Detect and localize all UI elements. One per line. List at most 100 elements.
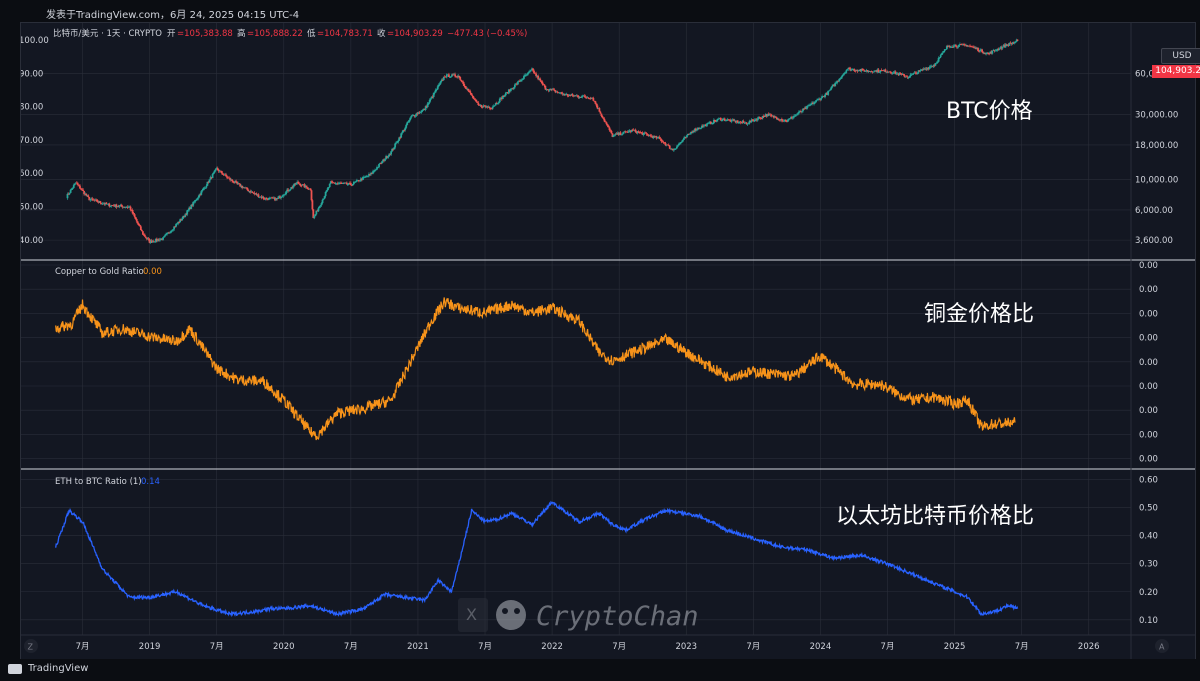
btc-candle (847, 68, 850, 70)
btc-candle (620, 134, 623, 136)
btc-candle (927, 67, 930, 69)
btc-candle (589, 98, 592, 100)
btc-candle (379, 163, 381, 165)
btc-candle (275, 198, 277, 201)
btc-candle (650, 135, 653, 137)
btc-candle (873, 70, 876, 72)
btc-candle (801, 111, 803, 112)
btc-candle (365, 176, 367, 177)
btc-candle (770, 115, 773, 117)
btc-candle (114, 204, 117, 207)
btc-candle (427, 102, 430, 104)
btc-candle (814, 101, 816, 103)
btc-candle (435, 89, 438, 91)
btc-candle (445, 74, 448, 77)
btc-candle (292, 186, 295, 188)
btc-candle (84, 193, 87, 195)
btc-candle (855, 70, 858, 71)
btc-candle (231, 179, 234, 182)
btc-candle (859, 69, 862, 72)
btc-candle (661, 141, 664, 143)
chart-canvas[interactable]: 7月 2019 7月 2020 7月 2021 7月 2022 7月 2023 7月 2024 7月 20… (21, 23, 1195, 660)
btc-candle (760, 118, 763, 119)
btc-candle (498, 98, 501, 103)
btc-candle (90, 198, 93, 200)
btc-candle (236, 181, 239, 184)
auto-scale-button[interactable] (1155, 639, 1169, 653)
btc-candle (170, 230, 172, 233)
btc-candle (538, 78, 541, 80)
btc-candle (726, 119, 729, 121)
btc-candle (630, 129, 633, 132)
btc-candle (989, 51, 992, 54)
panda-avatar-icon (496, 600, 526, 630)
btc-candle (969, 45, 971, 47)
btc-candle (532, 68, 534, 71)
btc-candle (91, 198, 94, 200)
btc-candle (890, 72, 893, 74)
btc-candle (783, 119, 786, 121)
btc-candle (652, 135, 655, 138)
btc-candle (488, 106, 491, 109)
legend-symbol[interactable]: 比特币/美元 · 1天 · CRYPTO (53, 28, 162, 39)
btc-candle (871, 71, 874, 73)
btc-candle (704, 124, 707, 127)
btc-candle (841, 75, 844, 77)
btc-candle (624, 131, 627, 133)
btc-candle (746, 123, 749, 125)
btc-candle (748, 120, 751, 124)
btc-candle (649, 135, 652, 137)
btc-candle (994, 50, 997, 52)
btc-candle (212, 172, 215, 175)
btc-candle (664, 143, 667, 146)
copper-series-label[interactable]: Copper to Gold Ratio (55, 267, 144, 277)
chart-frame[interactable]: 7月 2019 7月 2020 7月 2021 7月 2022 7月 2023 7月 2024 7月 20… (20, 22, 1200, 661)
btc-price-tick: 10,000.00 (1135, 176, 1178, 186)
btc-candle (493, 105, 496, 107)
eth-tick: 0.60 (1139, 476, 1158, 486)
btc-candle (432, 92, 435, 97)
btc-candle (831, 86, 834, 88)
btc-candle (968, 45, 970, 47)
btc-candle (898, 73, 901, 76)
btc-candle (752, 120, 755, 122)
btc-candle (571, 94, 574, 96)
btc-candle (448, 74, 450, 78)
btc-candle (159, 239, 161, 241)
btc-candle (696, 129, 698, 131)
btc-candle (575, 95, 578, 97)
btc-candle (110, 205, 113, 206)
btc-candle (955, 45, 957, 47)
btc-candle (764, 114, 767, 117)
btc-candle (72, 185, 75, 188)
btc-candle (341, 183, 344, 185)
btc-candle (534, 73, 536, 75)
btc-candle (852, 69, 855, 70)
btc-candle (863, 70, 866, 72)
btc-candle (1005, 44, 1008, 46)
btc-candle (818, 98, 820, 100)
eth-series-label[interactable]: ETH to BTC Ratio (1) (55, 477, 142, 487)
btc-candle (505, 92, 508, 93)
btc-candle (590, 97, 593, 99)
btc-candle (324, 191, 327, 197)
btc-candle (680, 142, 682, 144)
btc-candle (943, 49, 946, 51)
btc-candle (897, 73, 900, 76)
btc-candle (205, 185, 208, 188)
btc-candle (408, 119, 411, 122)
btc-candle (550, 88, 553, 90)
btc-candle (496, 102, 499, 104)
btc-candle (591, 97, 594, 99)
goto-start-button[interactable] (24, 639, 38, 653)
btc-candle (197, 197, 200, 199)
btc-candle (127, 206, 130, 208)
btc-candle (608, 127, 611, 131)
btc-candle (189, 207, 192, 209)
btc-candle (799, 111, 801, 112)
tradingview-logo[interactable]: TradingView (8, 663, 88, 674)
x-axis-tick-label: 2020 (273, 642, 295, 652)
currency-button[interactable]: USD (1161, 48, 1200, 64)
btc-candle (739, 121, 742, 123)
btc-candle (421, 109, 424, 111)
